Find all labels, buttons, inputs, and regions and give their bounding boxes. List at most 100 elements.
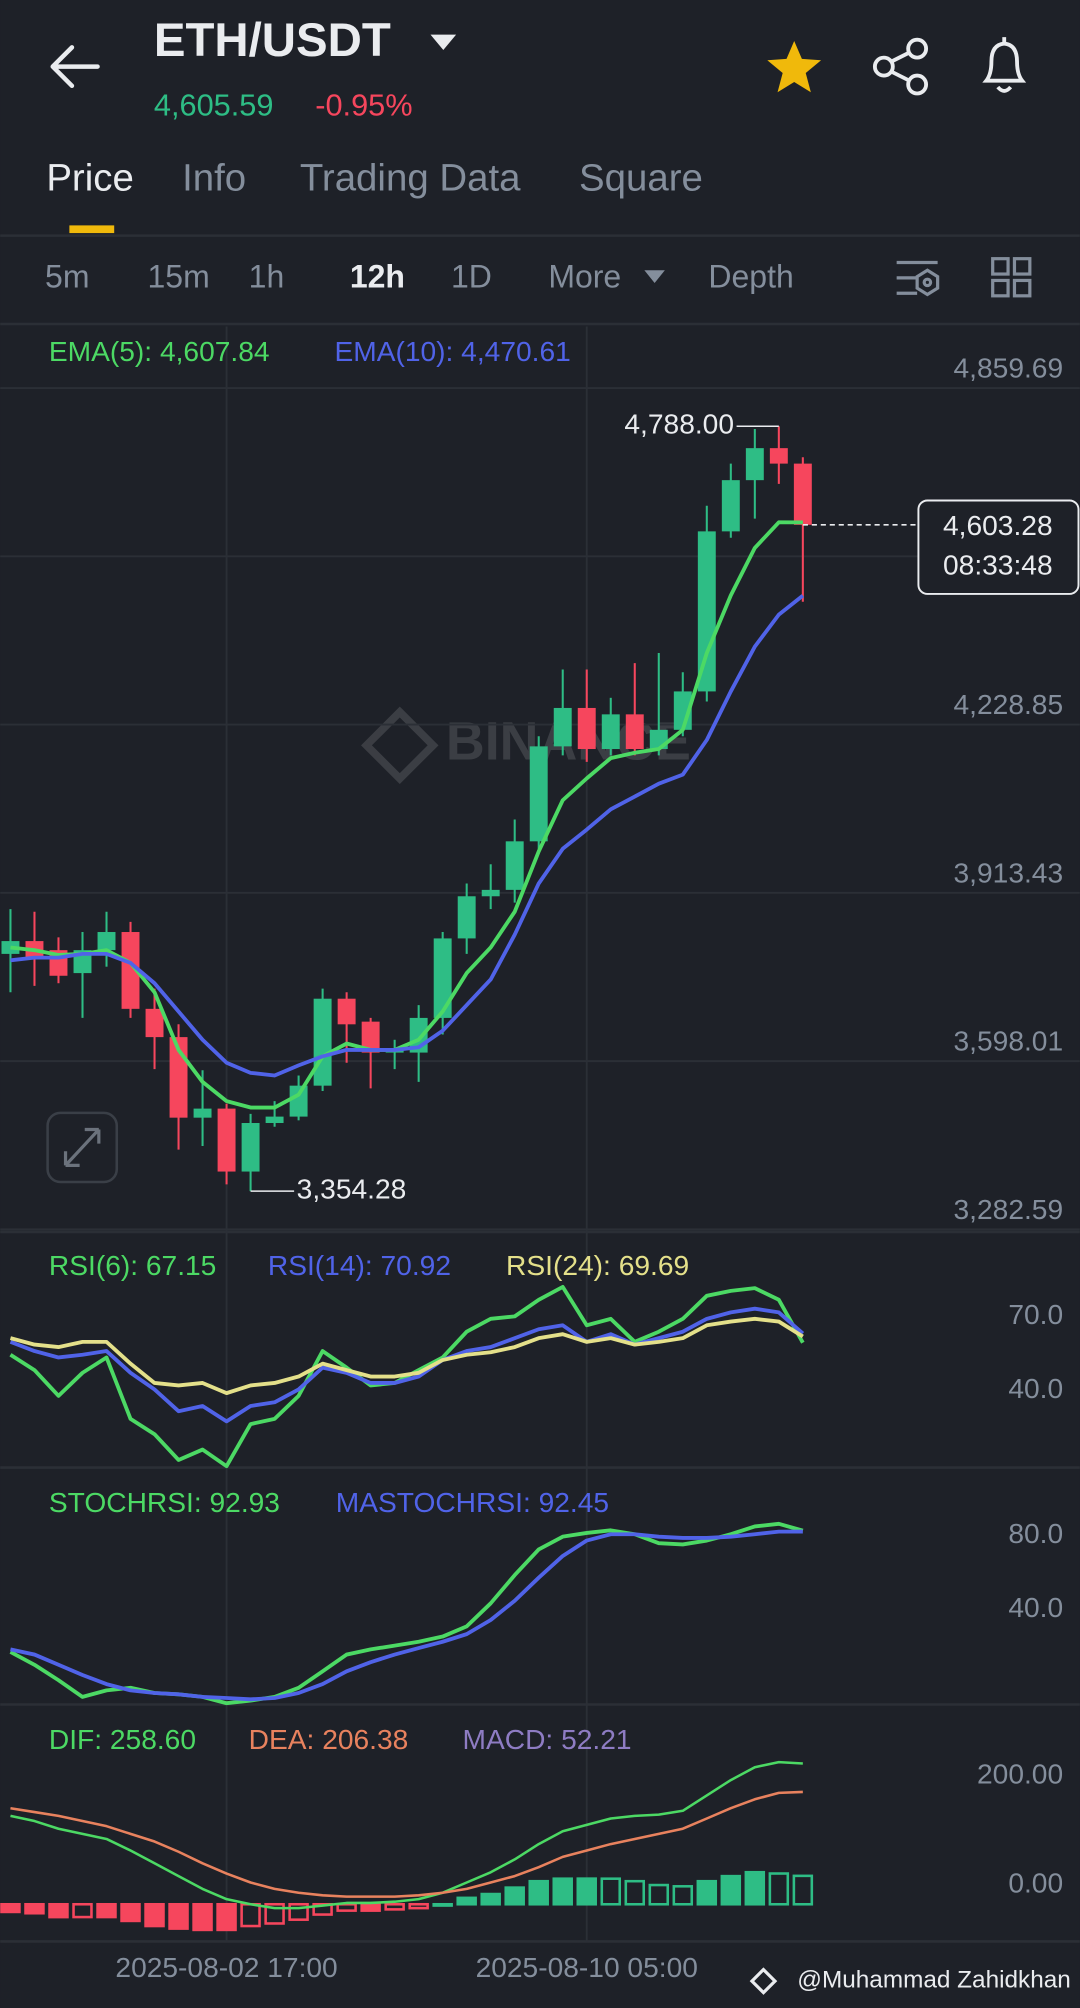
interval[interactable]: 15m [147, 259, 209, 295]
max-label: 4,788.00 [624, 408, 734, 440]
indicator-settings-icon[interactable] [896, 260, 940, 297]
y-tick-label: 0.00 [1008, 1866, 1063, 1898]
histogram-bar [480, 1892, 501, 1906]
candle-body [145, 1008, 164, 1038]
candle-body [793, 463, 812, 525]
more-caret[interactable] [644, 270, 665, 284]
y-tick-label: 200.00 [977, 1758, 1063, 1790]
candle-body [721, 480, 740, 532]
candle-body [505, 841, 524, 890]
tab[interactable]: Price [46, 157, 134, 200]
indicator-line [10, 1760, 803, 1910]
y-tick-label: 40.0 [1008, 1591, 1063, 1623]
legend-entry: DIF: 258.60 [49, 1723, 196, 1755]
candle-body [601, 714, 620, 750]
legend-entry: DEA: 206.38 [249, 1723, 409, 1755]
indicator-line [9, 1306, 805, 1424]
last-price: 4,605.59 [154, 88, 274, 123]
pair-title[interactable]: ETH/USDT [154, 14, 391, 67]
credit: @Muhammad Zahidkhan [797, 1967, 1071, 1994]
histogram-bar [216, 1902, 237, 1932]
price-change: -0.95% [315, 88, 412, 123]
tab-indicator [69, 225, 115, 234]
interval[interactable]: 1D [451, 259, 492, 295]
pair-dropdown[interactable] [430, 34, 457, 50]
histogram-bar [120, 1902, 141, 1923]
histogram-bar [312, 1902, 333, 1916]
histogram-bar [456, 1896, 477, 1906]
candle-body [625, 714, 644, 750]
tab[interactable]: Info [182, 157, 246, 200]
tab[interactable]: Trading Data [300, 157, 521, 200]
candle-body [529, 746, 548, 842]
alert-icon[interactable] [982, 37, 1027, 93]
histogram-bar [648, 1883, 670, 1906]
histogram-bar [432, 1902, 453, 1907]
last-price-box [917, 499, 1080, 595]
histogram-bar [408, 1902, 429, 1910]
y-tick-label: 3,913.43 [954, 856, 1064, 888]
interval[interactable]: 1h [249, 259, 285, 295]
histogram-bar [504, 1886, 525, 1906]
histogram-bar [672, 1885, 694, 1906]
interval[interactable]: Depth [708, 259, 793, 295]
y-tick-label: 3,598.01 [954, 1025, 1064, 1057]
candle-body [289, 1085, 308, 1117]
y-tick-label: 70.0 [1008, 1298, 1063, 1330]
candle-body [553, 707, 572, 747]
histogram-bar [552, 1877, 573, 1906]
histogram-bar [720, 1874, 742, 1906]
histogram-bar [96, 1902, 117, 1919]
interval[interactable]: 5m [45, 259, 89, 295]
interval[interactable]: More [548, 259, 621, 295]
histogram-bar [360, 1902, 381, 1912]
tab-bar: Price Info Trading Data Square 5m 15m 1h 12h 1D M… [45, 157, 794, 295]
x-tick-label: 2025-08-02 17:00 [115, 1951, 337, 1983]
min-label: 3,354.28 [297, 1173, 407, 1205]
candle-body [361, 1021, 380, 1053]
histogram-bar [744, 1870, 766, 1906]
indicator-line [10, 1529, 803, 1702]
histogram-bar [264, 1902, 285, 1925]
last-price-label: 4,603.28 [943, 509, 1053, 541]
tab[interactable]: Square [579, 157, 703, 200]
histogram-bar [768, 1872, 790, 1906]
chart-area: 2025-08-02 17:00 2025-08-10 05:00 4,859.69… [0, 326, 1080, 1983]
layout-icon[interactable] [991, 257, 1032, 298]
histogram-bar [792, 1874, 814, 1906]
countdown: 08:33:48 [943, 549, 1053, 581]
candle-body [457, 896, 476, 939]
histogram-bar [24, 1902, 45, 1915]
interval[interactable]: 12h [350, 259, 405, 295]
candle-body [193, 1108, 212, 1118]
y-tick-label: 4,859.69 [954, 352, 1064, 384]
histogram-bar [624, 1879, 646, 1906]
histogram-bar [72, 1902, 93, 1919]
candle-body [745, 448, 764, 481]
candle-body [265, 1116, 284, 1124]
y-tick-label: 80.0 [1008, 1517, 1063, 1549]
candle-body [769, 448, 788, 464]
indicator-line [10, 1790, 803, 1898]
histogram-bar [48, 1902, 69, 1919]
indicator-line [10, 594, 805, 1078]
candle-body [697, 531, 716, 692]
indicator-line [10, 520, 803, 1110]
legend-entry: RSI(6): 67.15 [49, 1249, 216, 1281]
histogram-bar [288, 1902, 309, 1921]
credit-logo [749, 1967, 778, 1995]
back-button[interactable] [50, 45, 100, 89]
candle-body [97, 932, 116, 951]
favorite-icon[interactable] [767, 40, 822, 93]
share-icon[interactable] [872, 37, 929, 96]
legend-entry: EMA(10): 4,470.61 [334, 335, 570, 367]
histogram-bar [528, 1879, 549, 1906]
candle-body [121, 932, 140, 1009]
expand-icon [63, 1127, 101, 1167]
candle-body [577, 707, 596, 750]
histogram-bar [168, 1902, 189, 1930]
legend-entry: MACD: 52.21 [463, 1723, 632, 1755]
histogram-bar [336, 1902, 357, 1912]
